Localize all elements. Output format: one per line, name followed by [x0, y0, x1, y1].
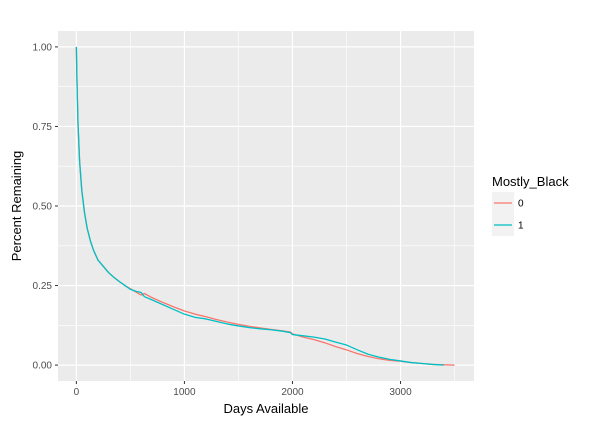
legend: Mostly_Black 0 1 [492, 174, 569, 236]
series-line-1 [75, 46, 444, 366]
y-tick-label: 0.00 [33, 361, 53, 372]
x-axis-ticks: 0 1000 2000 3000 [74, 381, 412, 398]
y-tick-label: 1.00 [33, 42, 53, 53]
legend-label-0: 0 [518, 199, 524, 210]
major-gridlines [58, 31, 474, 381]
x-tick-label: 0 [74, 387, 80, 398]
series-lines [75, 46, 455, 366]
legend-entry-0: 0 [492, 192, 524, 214]
y-tick-label: 0.25 [33, 281, 53, 292]
x-tick-label: 2000 [281, 387, 304, 398]
x-tick-label: 1000 [173, 387, 196, 398]
y-axis-title: Percent Remaining [9, 151, 24, 262]
y-axis-ticks: 0.00 0.25 0.50 0.75 1.00 [33, 42, 58, 372]
x-tick-label: 3000 [389, 387, 412, 398]
legend-title: Mostly_Black [492, 174, 569, 189]
legend-entry-1: 1 [492, 214, 524, 236]
x-axis-title: Days Available [223, 401, 308, 416]
y-tick-label: 0.50 [33, 202, 53, 213]
legend-label-1: 1 [518, 221, 524, 232]
y-tick-label: 0.75 [33, 122, 53, 133]
